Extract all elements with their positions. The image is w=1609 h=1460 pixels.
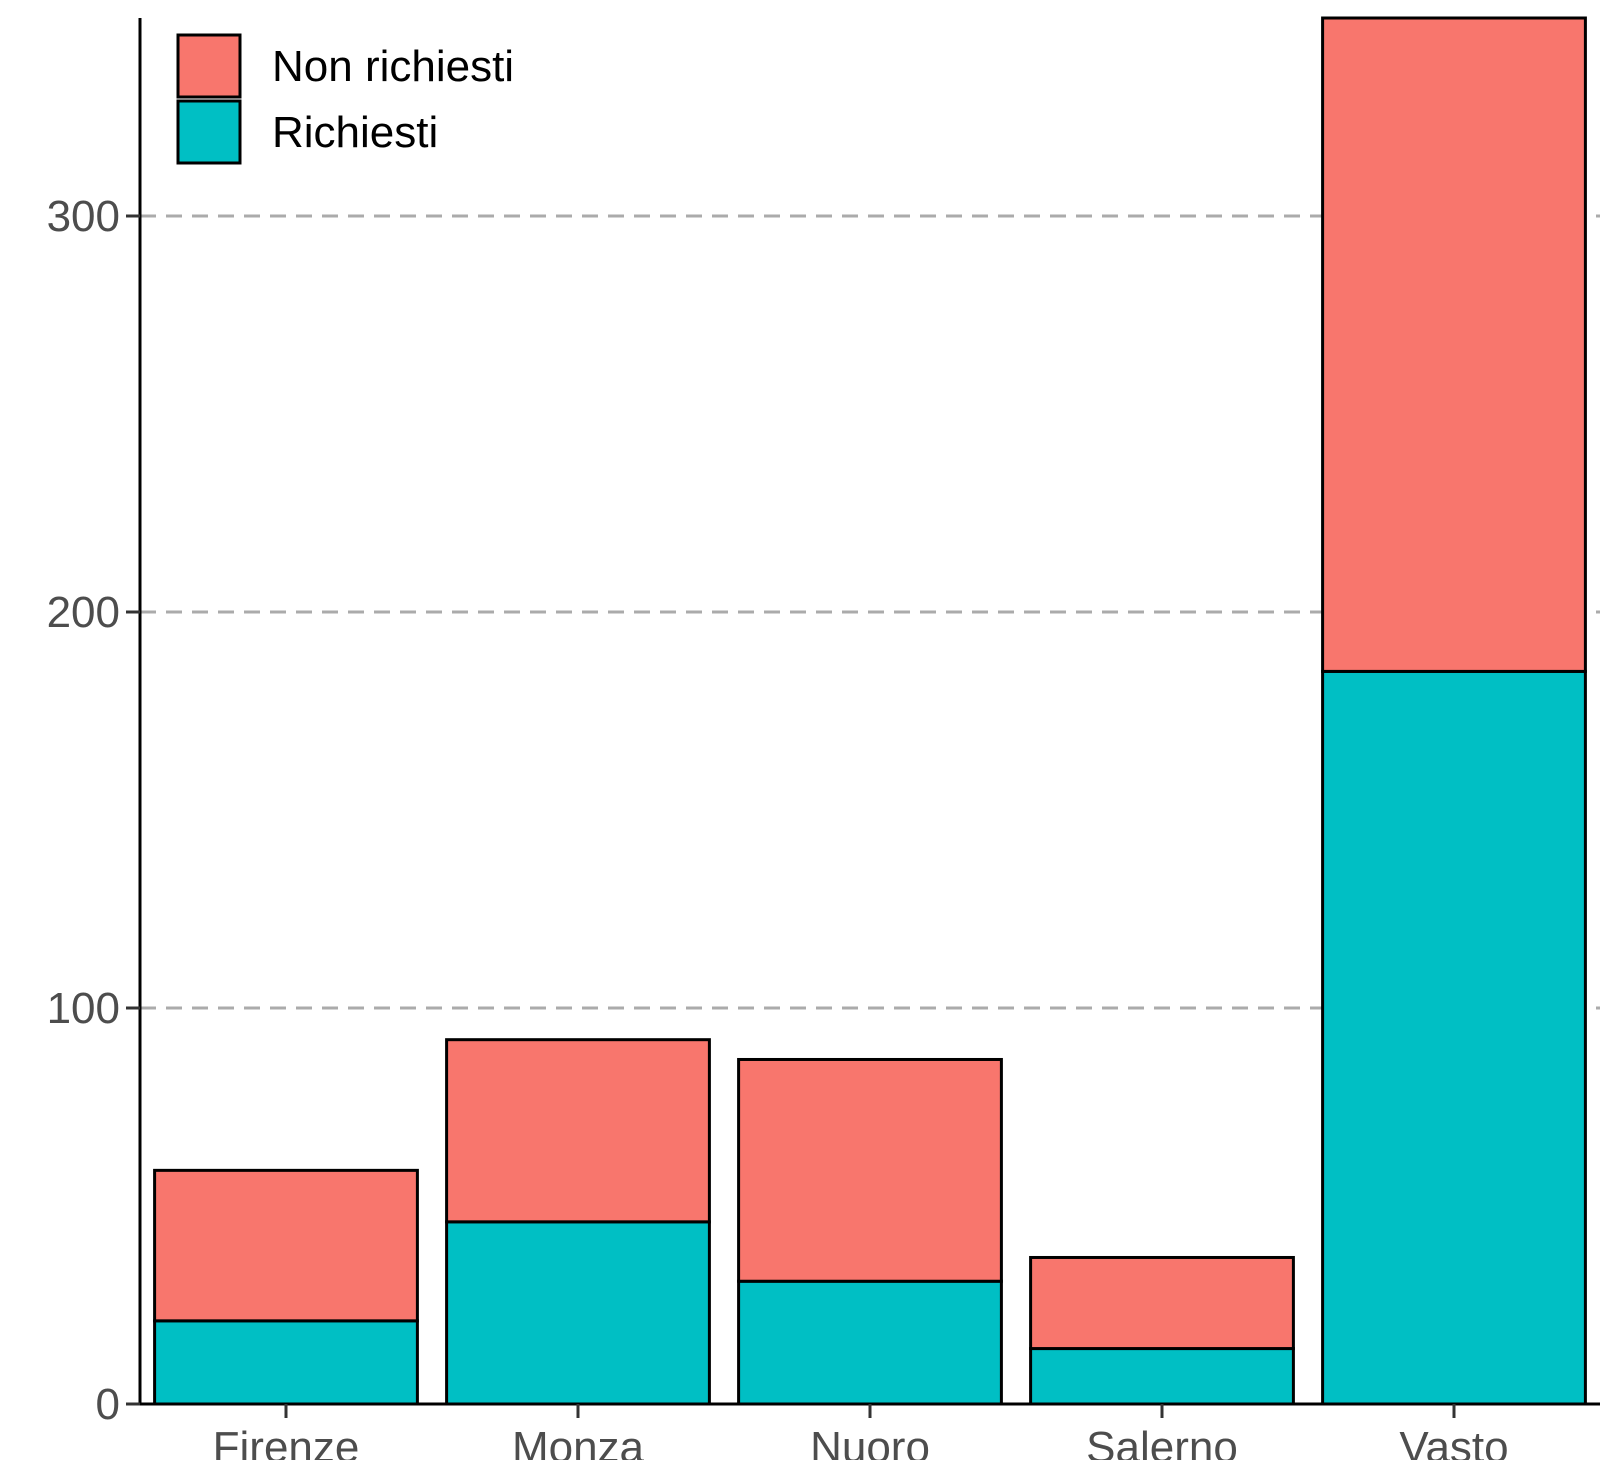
legend-swatch xyxy=(176,99,242,165)
y-tick-label: 0 xyxy=(96,1380,120,1429)
axes: 0 100 200 300 Firenze Monza Nuoro Salerno Vasto xyxy=(47,18,1600,1460)
bar-firenze-richiesti xyxy=(153,1319,419,1406)
bar-vasto-non-richiesti xyxy=(1321,16,1587,673)
legend-swatch xyxy=(176,33,242,99)
bar-salerno-non-richiesti xyxy=(1029,1255,1295,1351)
bar-salerno-richiesti xyxy=(1029,1347,1295,1406)
y-tick-label: 200 xyxy=(47,588,120,637)
bar-vasto-richiesti xyxy=(1321,669,1587,1406)
x-tick-label: Salerno xyxy=(1086,1423,1238,1460)
legend-label: Richiesti xyxy=(272,108,438,157)
gridlines xyxy=(140,214,1600,1010)
y-tick-label: 300 xyxy=(47,192,120,241)
x-tick-label: Firenze xyxy=(213,1423,360,1460)
bar-firenze-non-richiesti xyxy=(153,1168,419,1323)
bar-monza-non-richiesti xyxy=(445,1038,711,1224)
x-tick-label: Nuoro xyxy=(810,1423,930,1460)
bar-nuoro-richiesti xyxy=(737,1279,1003,1406)
x-tick-label: Vasto xyxy=(1399,1423,1508,1460)
bar-nuoro-non-richiesti xyxy=(737,1057,1003,1283)
legend-label: Non richiesti xyxy=(272,42,514,91)
y-tick-label: 100 xyxy=(47,984,120,1033)
x-tick-label: Monza xyxy=(512,1423,645,1460)
bar-monza-richiesti xyxy=(445,1220,711,1406)
legend: Non richiesti Richiesti xyxy=(176,33,514,165)
bars xyxy=(153,16,1587,1406)
